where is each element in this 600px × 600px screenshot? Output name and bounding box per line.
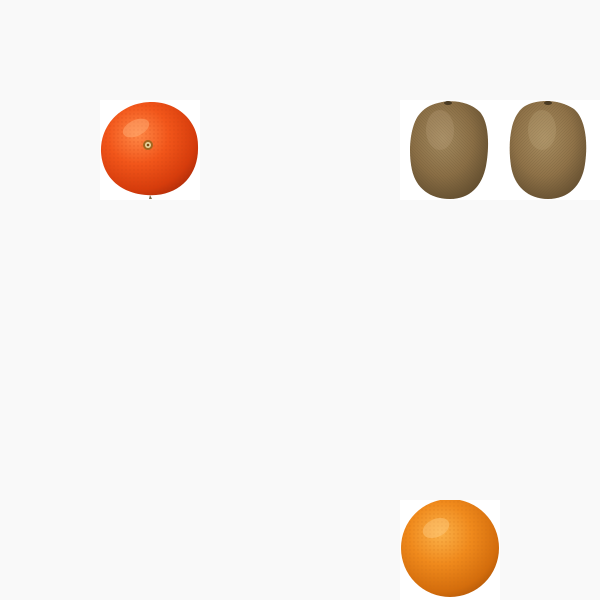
kiwi-image [410, 101, 489, 199]
kiwi-tile [400, 100, 500, 200]
orange-tile [400, 500, 500, 600]
kiwi-tile [500, 100, 600, 200]
kiwi-image [509, 101, 587, 199]
orange-image [401, 500, 499, 597]
mandarin-image [100, 101, 199, 199]
mandarin-tile [100, 100, 200, 200]
